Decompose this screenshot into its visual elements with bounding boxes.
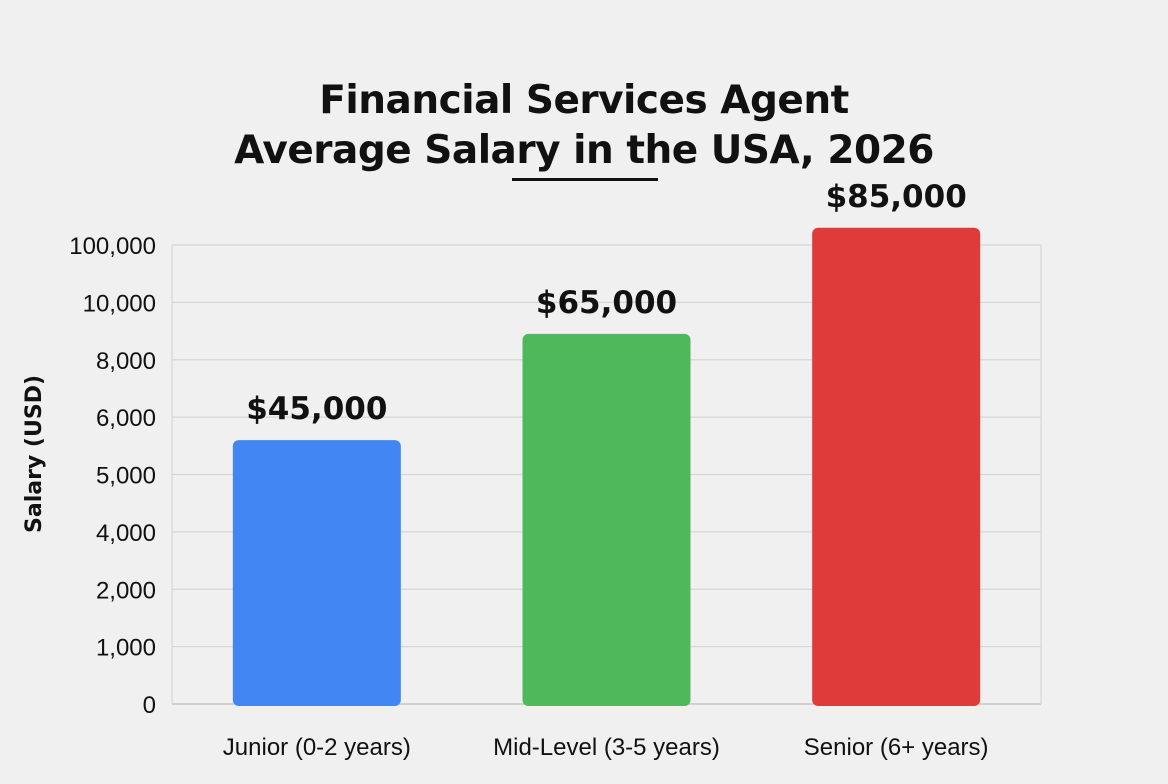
x-category-label: Senior (6+ years): [804, 734, 989, 761]
y-axis-ticks: 0 1,000 2,000 4,000 5,000 6,000 8,000 10,000 100…: [69, 233, 156, 719]
bar: [522, 333, 691, 706]
value-labels: $45,000 $65,000 $85,000: [246, 179, 967, 427]
bars: [232, 227, 981, 706]
chart-title-line-2: Average Salary in the USA, 2026: [234, 128, 934, 173]
y-tick-label: 8,000: [96, 348, 156, 375]
y-axis-title: Salary (USD): [22, 375, 47, 533]
y-tick-label: 1,000: [96, 635, 156, 662]
x-category-label: Mid-Level (3-5 years): [493, 734, 720, 761]
y-tick-label: 4,000: [96, 520, 156, 547]
title-underline: [512, 178, 658, 181]
x-category-label: Junior (0-2 years): [223, 734, 411, 761]
chart-title: Financial Services Agent Average Salary …: [0, 76, 1168, 176]
bar: [812, 227, 981, 706]
y-tick-label: 6,000: [96, 405, 156, 432]
y-tick-label: 10,000: [83, 290, 156, 317]
y-tick-label: 5,000: [96, 463, 156, 490]
chart-title-line-1: Financial Services Agent: [319, 78, 849, 123]
y-tick-label: 100,000: [69, 233, 156, 260]
y-tick-label: 0: [143, 692, 156, 719]
bar-value-label: $85,000: [826, 179, 967, 215]
bar-value-label: $45,000: [246, 391, 387, 427]
bar-value-label: $65,000: [536, 285, 677, 321]
x-axis-categories: Junior (0-2 years) Mid-Level (3-5 years) S…: [223, 734, 989, 761]
y-tick-label: 2,000: [96, 577, 156, 604]
bar: [232, 440, 401, 706]
